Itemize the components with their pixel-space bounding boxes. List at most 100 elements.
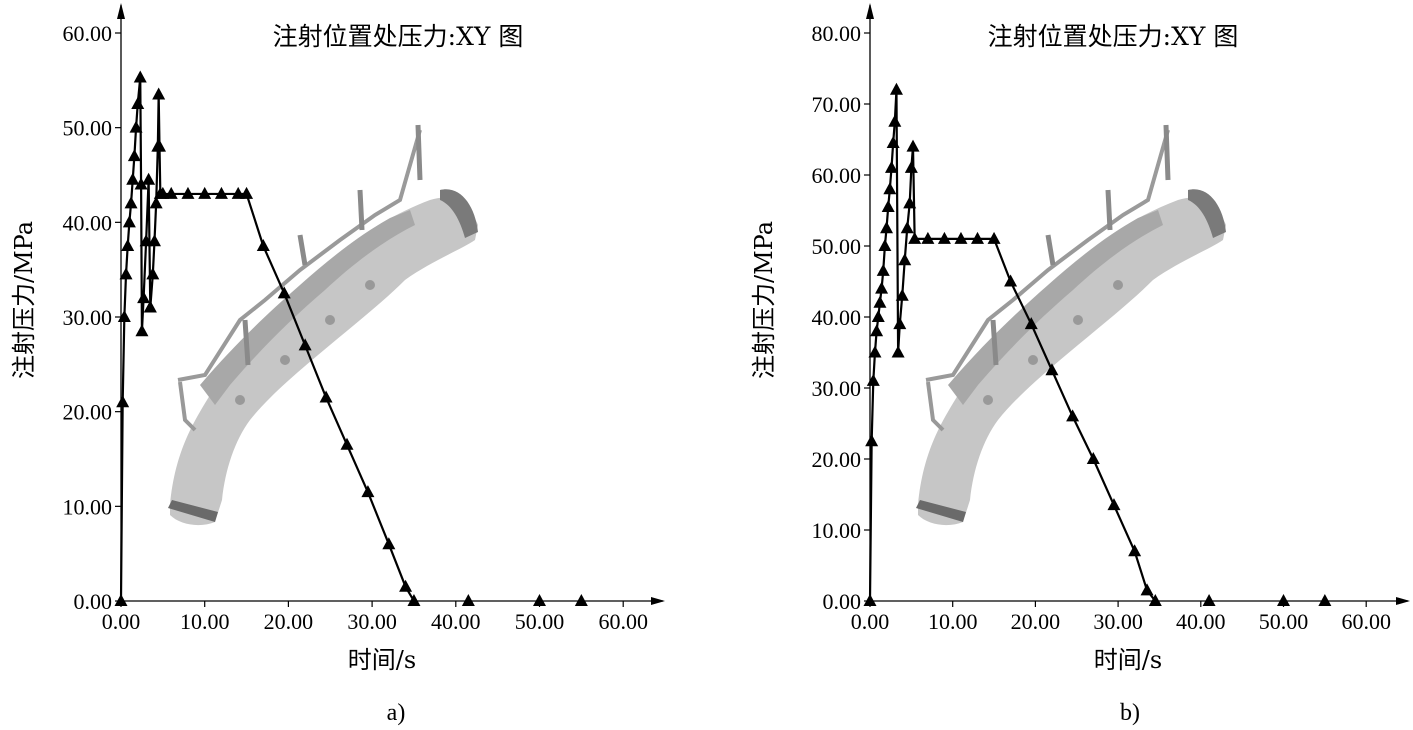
data-point-marker — [382, 537, 396, 550]
y-axis-arrow — [866, 3, 874, 19]
data-point-marker — [116, 395, 130, 408]
background-part-image — [916, 125, 1226, 525]
y-tick-label: 50.00 — [812, 234, 862, 259]
data-point-marker — [900, 221, 914, 234]
data-point-marker — [407, 594, 421, 606]
data-point-marker — [461, 594, 475, 606]
y-tick-label: 60.00 — [63, 21, 113, 46]
data-point-marker — [127, 149, 141, 162]
data-point-marker — [883, 182, 897, 195]
y-tick-label: 0.00 — [823, 589, 862, 614]
chart-panel-a: 0.00 10.00 20.00 30.00 40.00 50.00 60.00 0.00 10… — [10, 3, 665, 726]
data-point-marker — [399, 579, 413, 592]
panel-label-b: b) — [1120, 700, 1140, 726]
data-point-marker — [904, 160, 918, 173]
x-tick-label: 10.00 — [928, 609, 978, 634]
data-point-marker — [256, 239, 270, 251]
x-axis-arrow — [651, 597, 665, 605]
series-line — [868, 88, 1157, 602]
x-axis-arrow — [1396, 597, 1410, 605]
data-point-marker — [876, 263, 890, 276]
x-axis-label: 时间/s — [1094, 646, 1162, 674]
data-point-marker — [870, 324, 884, 337]
data-point-marker — [133, 70, 147, 83]
data-point-marker — [881, 199, 895, 212]
data-point-marker — [1128, 544, 1142, 557]
y-tick-label: 20.00 — [812, 447, 862, 472]
data-point-marker — [137, 291, 151, 304]
data-point-marker — [863, 594, 877, 606]
x-tick-label: 0.00 — [851, 609, 890, 634]
y-axis-arrow — [117, 3, 125, 19]
x-tick-label: 40.00 — [1176, 609, 1226, 634]
data-point-marker — [880, 221, 894, 234]
y-tick-label: 70.00 — [812, 92, 862, 117]
y-tick-label: 0.00 — [74, 589, 113, 614]
x-tick-label: 60.00 — [1341, 609, 1391, 634]
data-point-marker — [1140, 583, 1154, 596]
data-point-marker — [340, 437, 354, 450]
data-point-marker — [121, 239, 135, 251]
data-point-marker — [871, 310, 885, 322]
x-tick-label: 30.00 — [347, 609, 397, 634]
y-tick-label: 10.00 — [812, 518, 862, 543]
x-tick-label: 0.00 — [102, 609, 141, 634]
data-point-marker — [122, 215, 136, 228]
data-point-marker — [866, 373, 880, 386]
background-part-image — [168, 125, 478, 525]
x-tick-label: 40.00 — [431, 609, 481, 634]
x-tick-label: 10.00 — [180, 609, 230, 634]
chart-title: 注射位置处压力:XY 图 — [988, 22, 1239, 51]
data-point-marker — [146, 267, 160, 280]
x-tick-label: 50.00 — [515, 609, 565, 634]
data-point-marker — [124, 196, 138, 209]
y-tick-label: 50.00 — [63, 116, 113, 141]
data-point-marker — [906, 139, 920, 152]
data-point-marker — [152, 87, 166, 100]
data-point-marker — [142, 172, 156, 185]
chart-panel-b: 0.00 10.00 20.00 30.00 40.00 50.00 60.00 70.00 8… — [750, 3, 1410, 726]
data-point-marker — [1107, 498, 1121, 511]
data-point-marker — [893, 317, 907, 330]
data-point-marker — [574, 594, 588, 606]
panel-label-a: a) — [387, 700, 406, 726]
data-point-marker — [126, 172, 140, 185]
x-tick-label: 20.00 — [264, 609, 314, 634]
data-point-marker — [131, 97, 145, 109]
data-point-marker — [865, 434, 879, 447]
y-tick-label: 80.00 — [812, 21, 862, 46]
tick-labels: 0.00 10.00 20.00 30.00 40.00 50.00 60.00 70.00 8… — [812, 21, 1391, 634]
data-point-marker — [898, 253, 912, 266]
data-point-marker — [875, 281, 889, 294]
y-axis-label: 注射压力/MPa — [10, 221, 38, 379]
data-point-marker — [1318, 594, 1332, 606]
data-point-marker — [1086, 452, 1100, 464]
data-point-marker — [114, 594, 128, 606]
data-point-marker — [889, 82, 903, 95]
data-point-marker — [878, 239, 892, 251]
data-point-marker — [1277, 594, 1290, 606]
data-point-marker — [1202, 594, 1216, 606]
data-series — [863, 82, 1332, 606]
y-tick-label: 40.00 — [63, 210, 113, 235]
y-tick-label: 40.00 — [812, 305, 862, 330]
y-tick-label: 60.00 — [812, 163, 862, 188]
data-point-marker — [117, 310, 131, 322]
data-point-marker — [888, 114, 902, 127]
data-point-marker — [1004, 274, 1018, 287]
x-tick-label: 20.00 — [1011, 609, 1061, 634]
chart-title: 注射位置处压力:XY 图 — [273, 22, 524, 51]
data-point-marker — [361, 485, 375, 498]
data-point-marker — [873, 295, 887, 308]
data-series — [114, 70, 588, 606]
tick-labels: 0.00 10.00 20.00 30.00 40.00 50.00 60.00 0.00 10… — [63, 21, 648, 634]
x-tick-label: 30.00 — [1093, 609, 1143, 634]
y-tick-label: 30.00 — [812, 376, 862, 401]
y-tick-label: 10.00 — [63, 494, 113, 519]
x-tick-label: 60.00 — [598, 609, 648, 634]
data-point-marker — [319, 390, 333, 403]
y-tick-label: 20.00 — [63, 400, 113, 425]
data-point-marker — [891, 345, 905, 358]
y-tick-label: 30.00 — [63, 305, 113, 330]
